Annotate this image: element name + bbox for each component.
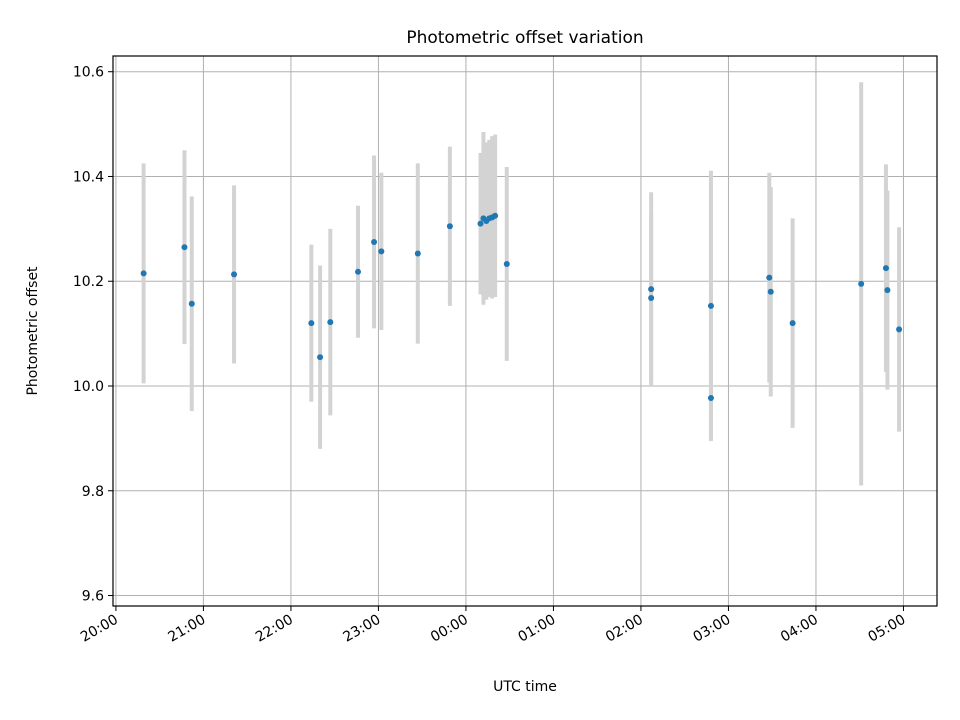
x-tick-label: 02:00: [603, 612, 646, 646]
data-point: [414, 250, 421, 257]
data-point: [371, 238, 378, 245]
x-tick-label: 22:00: [253, 612, 296, 646]
y-tick-label: 9.6: [82, 589, 104, 605]
data-point: [317, 354, 324, 361]
y-axis-ticks: 9.6 9.8 10.0 10.2 10.4 10.6: [73, 65, 113, 605]
x-axis-ticks: 20:00 21:00 22:00 23:00 00:00 01:00 02:00 03:00…: [78, 606, 908, 646]
data-point: [188, 300, 195, 307]
data-point: [308, 320, 315, 327]
x-tick-label: 23:00: [340, 612, 383, 646]
data-point: [648, 286, 655, 293]
y-tick-label: 9.8: [82, 484, 104, 500]
data-point: [882, 265, 889, 272]
data-point: [707, 395, 714, 402]
data-point: [492, 212, 499, 219]
data-point: [503, 260, 510, 267]
data-point: [231, 271, 238, 278]
data-point: [707, 302, 714, 309]
data-point: [648, 295, 655, 301]
y-tick-label: 10.4: [73, 169, 104, 185]
data-point: [378, 248, 385, 255]
y-tick-label: 10.2: [73, 274, 104, 290]
data-point: [477, 220, 484, 227]
x-tick-label: 01:00: [515, 612, 558, 646]
y-tick-label: 10.6: [73, 65, 104, 81]
grid-lines: [113, 56, 937, 606]
data-point: [789, 320, 796, 327]
x-tick-label: 21:00: [165, 612, 208, 646]
data-point: [181, 244, 188, 251]
plot-frame: [112, 55, 938, 607]
x-tick-label: 00:00: [428, 612, 471, 646]
data-point: [858, 280, 865, 287]
y-tick-label: 10.0: [73, 379, 104, 395]
data-point: [446, 223, 453, 230]
data-point: [884, 287, 891, 294]
x-tick-label: 05:00: [866, 612, 909, 646]
data-points: [140, 212, 903, 402]
y-axis-label: Photometric offset: [25, 266, 41, 396]
x-tick-label: 04:00: [778, 612, 821, 646]
x-axis-label: UTC time: [493, 679, 557, 695]
x-tick-label: 03:00: [690, 612, 733, 646]
error-bars: [141, 82, 902, 486]
data-point: [355, 268, 362, 275]
chart-title: Photometric offset variation: [406, 28, 643, 48]
data-point: [766, 274, 773, 281]
data-point: [767, 288, 774, 295]
data-point: [896, 326, 903, 333]
data-point: [140, 270, 147, 277]
data-point: [327, 319, 334, 326]
x-tick-label: 20:00: [78, 612, 121, 646]
